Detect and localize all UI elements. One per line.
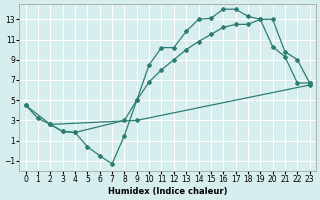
X-axis label: Humidex (Indice chaleur): Humidex (Indice chaleur) [108, 187, 228, 196]
